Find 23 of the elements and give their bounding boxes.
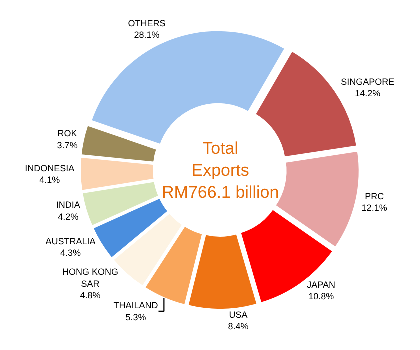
text: Total Exports RM766.1 billion [162,139,280,202]
slice-label: OTHERS [128,18,166,28]
data-label: 14.2% [355,88,381,99]
slice-label: JAPAN [307,280,336,290]
data-label: 3.7% [57,140,78,150]
slice-label: INDONESIA [25,163,75,174]
data-label: 8.4% [228,322,249,332]
data-label: 10.8% [308,292,334,302]
data-label: 12.1% [362,203,388,214]
data-label: 4.2% [58,212,79,222]
slice-label: SINGAPORE [341,76,395,87]
slice-label: PRC [365,191,385,202]
data-label: 4.1% [40,175,60,186]
slice-label: THAILAND [114,300,159,311]
data-label: 28.1% [134,30,160,40]
slice-label: ROK [58,128,78,139]
data-label: 4.3% [60,248,82,258]
slice-label: INDIA [56,200,80,210]
data-label: 5.3% [126,312,146,322]
slice-label: AUSTRALIA [46,236,96,246]
slice-label: HONG KONG SAR [62,267,119,289]
slice-label: USA [229,310,248,320]
data-label: 4.8% [80,290,101,301]
